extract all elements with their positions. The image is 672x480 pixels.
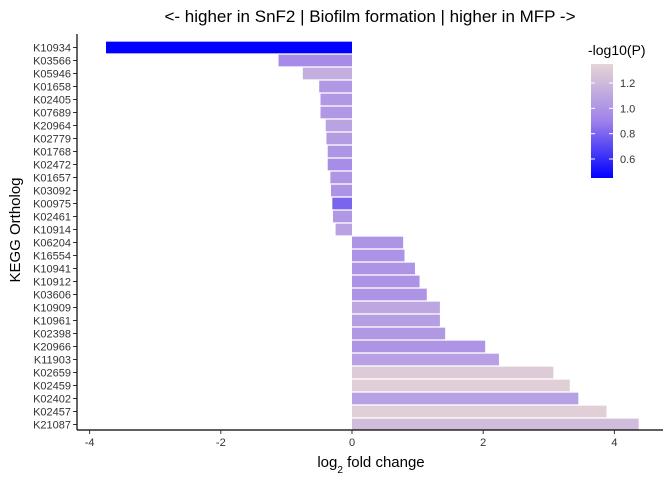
bar-K03092 [331, 184, 352, 197]
y-tick-label-K05946: K05946 [33, 69, 71, 81]
y-tick-label-K02779: K02779 [33, 134, 71, 146]
y-tick-label-K10941: K10941 [33, 264, 71, 276]
bar-K02398 [352, 327, 446, 340]
bar-K01657 [330, 171, 352, 184]
y-axis: K10934K03566K05946K01658K02405K07689K209… [33, 34, 78, 432]
bar-K02405 [320, 93, 352, 106]
y-tick-label-K03092: K03092 [33, 186, 71, 198]
bar-K06204 [352, 236, 404, 249]
bar-K02779 [326, 132, 352, 145]
x-tick-label: -4 [85, 437, 95, 449]
y-tick-label-K10934: K10934 [33, 43, 71, 55]
legend-tick-label: 0.8 [620, 129, 635, 141]
y-tick-label-K03606: K03606 [33, 290, 71, 302]
legend-tick-label: 1.2 [620, 78, 635, 90]
bar-K10914 [335, 223, 352, 236]
bar-K00975 [332, 197, 352, 210]
bar-K21087 [352, 418, 639, 431]
bar-K07689 [320, 106, 352, 119]
legend-tick-label: 0.6 [620, 154, 635, 166]
bar-K01658 [319, 80, 352, 93]
x-axis-title: log2 fold change [317, 454, 424, 476]
y-tick-label-K02459: K02459 [33, 381, 71, 393]
bar-K02472 [327, 158, 352, 171]
bar-K02457 [352, 405, 607, 418]
y-tick-label-K01768: K01768 [33, 147, 71, 159]
bar-K20964 [325, 119, 352, 132]
legend-tick-label: 1.0 [620, 103, 635, 115]
x-axis: -4 -2 0 2 4 [77, 429, 663, 449]
x-tick-label: 0 [349, 437, 355, 449]
y-tick-label-K02659: K02659 [33, 368, 71, 380]
y-tick-label-K10914: K10914 [33, 225, 71, 237]
y-tick-label-K20966: K20966 [33, 342, 71, 354]
bar-K02659 [352, 366, 554, 379]
bar-K16554 [352, 249, 405, 262]
bar-K10909 [352, 301, 440, 314]
bar-K20966 [352, 340, 486, 353]
bar-K05946 [302, 67, 352, 80]
bar-K10934 [106, 41, 352, 54]
x-tick-label: -2 [216, 437, 226, 449]
x-tick-label: 2 [480, 437, 486, 449]
y-tick-label-K03566: K03566 [33, 56, 71, 68]
y-tick-label-K11903: K11903 [34, 355, 71, 367]
y-tick-label-K01657: K01657 [33, 173, 71, 185]
bar-K03606 [352, 288, 427, 301]
y-tick-label-K02457: K02457 [33, 407, 71, 419]
legend-title: -log10(P) [588, 42, 646, 58]
chart-title: <- higher in SnF2 | Biofilm formation | … [164, 7, 575, 26]
y-tick-label-K02398: K02398 [33, 329, 71, 341]
bar-K03566 [278, 54, 352, 67]
color-legend: -log10(P) 0.6 0.8 1.0 1.2 [588, 42, 646, 178]
y-tick-label-K10909: K10909 [33, 303, 71, 315]
y-tick-label-K21087: K21087 [33, 420, 71, 432]
bar-K10941 [352, 262, 415, 275]
y-axis-title: KEGG Ortholog [7, 177, 24, 282]
y-tick-label-K02472: K02472 [33, 160, 71, 172]
y-tick-label-K10912: K10912 [33, 277, 71, 289]
y-tick-label-K16554: K16554 [33, 251, 71, 263]
bar-K01768 [327, 145, 352, 158]
bar-K02402 [352, 392, 579, 405]
y-tick-label-K06204: K06204 [33, 238, 71, 250]
y-tick-label-K00975: K00975 [33, 199, 71, 211]
bar-K11903 [352, 353, 499, 366]
y-tick-label-K10961: K10961 [33, 316, 71, 328]
y-tick-label-K07689: K07689 [33, 108, 71, 120]
bar-K02461 [332, 210, 352, 223]
y-tick-label-K20964: K20964 [33, 121, 71, 133]
bar-K02459 [352, 379, 570, 392]
bar-K10961 [352, 314, 440, 327]
legend-colorbar [591, 64, 613, 178]
bar-K10912 [352, 275, 420, 288]
x-tick-label: 4 [611, 437, 617, 449]
bars-layer [106, 41, 639, 431]
y-tick-label-K02402: K02402 [33, 394, 71, 406]
y-tick-label-K02461: K02461 [33, 212, 71, 224]
y-tick-label-K01658: K01658 [33, 82, 71, 94]
y-tick-label-K02405: K02405 [33, 95, 71, 107]
legend-ticks: 0.6 0.8 1.0 1.2 [591, 78, 635, 166]
